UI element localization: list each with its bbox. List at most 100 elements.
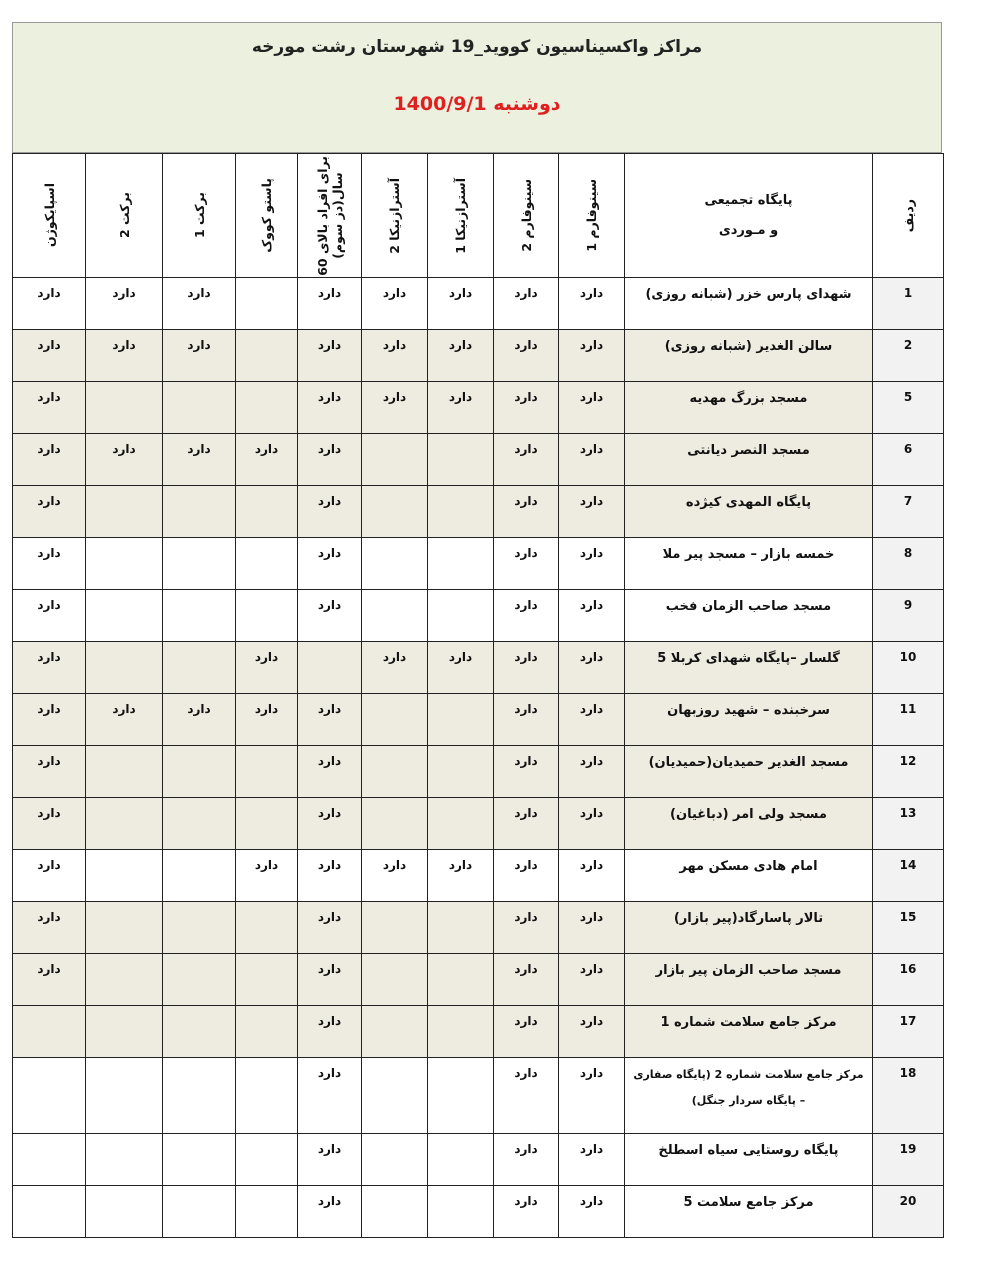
availability-cell: دارد (558, 433, 625, 486)
availability-cell (427, 745, 494, 798)
availability-cell (85, 1185, 163, 1238)
availability-cell: دارد (361, 381, 428, 434)
row-number: 18 (872, 1057, 944, 1134)
center-name: مسجد بزرگ مهدیه (624, 381, 873, 434)
document-title: مراکز واکسیناسیون کووید_19 شهرستان رشت م… (251, 37, 703, 57)
availability-cell: دارد (558, 329, 625, 382)
column-header: برکت 1 (162, 153, 236, 278)
row-number: 19 (872, 1133, 944, 1186)
availability-cell: دارد (162, 693, 236, 746)
availability-cell: دارد (558, 745, 625, 798)
availability-cell: دارد (12, 901, 86, 954)
table-row: 12 مسجد الغدیر حمیدیان(حمیدیان) دارد دارد دا… (12, 745, 944, 798)
availability-cell: دارد (361, 849, 428, 902)
availability-cell (235, 1057, 298, 1134)
header-row: ردیف پایگاه تجمیعی و مـوردی سینوفارم 1 سینو… (12, 153, 944, 278)
availability-cell (427, 589, 494, 642)
availability-cell: دارد (493, 641, 559, 694)
availability-cell: دارد (85, 277, 163, 330)
availability-cell: دارد (558, 1057, 625, 1134)
row-number: 14 (872, 849, 944, 902)
availability-cell (85, 849, 163, 902)
availability-cell (235, 901, 298, 954)
availability-cell (361, 1057, 428, 1134)
table-row: 17 مرکز جامع سلامت شماره 1 دارد دارد دارد (12, 1005, 944, 1058)
center-name: مسجد ولی امر (دباغیان) (624, 797, 873, 850)
availability-cell: دارد (12, 589, 86, 642)
column-header: آسترازنیکا 2 (361, 153, 428, 278)
availability-cell: دارد (235, 433, 298, 486)
availability-cell (427, 1005, 494, 1058)
center-name: مرکز جامع سلامت 5 (624, 1185, 873, 1238)
row-number: 15 (872, 901, 944, 954)
row-number: 7 (872, 485, 944, 538)
availability-cell (162, 589, 236, 642)
availability-cell (427, 485, 494, 538)
availability-cell (85, 537, 163, 590)
availability-cell (361, 1185, 428, 1238)
availability-cell (427, 901, 494, 954)
center-name: شهدای پارس خزر (شبانه روزی) (624, 277, 873, 330)
availability-cell: دارد (12, 953, 86, 1006)
row-number: 1 (872, 277, 944, 330)
availability-cell (235, 745, 298, 798)
availability-cell (162, 381, 236, 434)
availability-cell: دارد (558, 797, 625, 850)
availability-cell: دارد (558, 589, 625, 642)
table-row: 10 گلسار –پایگاه شهدای کربلا 5 دارد دارد دار… (12, 641, 944, 694)
availability-cell: دارد (493, 953, 559, 1006)
availability-cell (162, 641, 236, 694)
column-header: آسترازنیکا 1 (427, 153, 494, 278)
availability-cell: دارد (297, 797, 362, 850)
availability-cell (235, 277, 298, 330)
availability-cell (85, 485, 163, 538)
availability-cell: دارد (12, 329, 86, 382)
center-name: امام هادی مسکن مهر (624, 849, 873, 902)
availability-cell (162, 485, 236, 538)
availability-cell: دارد (361, 641, 428, 694)
table-row: 16 مسجد صاحب الزمان پیر بازار دارد دارد دارد… (12, 953, 944, 1006)
center-name: مرکز جامع سلامت شماره 1 (624, 1005, 873, 1058)
availability-cell (12, 1005, 86, 1058)
availability-cell (85, 901, 163, 954)
row-number: 10 (872, 641, 944, 694)
row-number: 5 (872, 381, 944, 434)
availability-cell (85, 1005, 163, 1058)
table-row: 5 مسجد بزرگ مهدیه دارد دارد دارد دارد دارد دارد (12, 381, 944, 434)
column-header-label: اسپایکوژن (41, 183, 57, 248)
availability-cell (162, 1133, 236, 1186)
availability-cell: دارد (85, 693, 163, 746)
availability-cell: دارد (427, 849, 494, 902)
availability-cell: دارد (85, 433, 163, 486)
column-header: اسپایکوژن (12, 153, 86, 278)
table-row: 13 مسجد ولی امر (دباغیان) دارد دارد دارد دارد (12, 797, 944, 850)
availability-cell: دارد (12, 381, 86, 434)
availability-cell: دارد (427, 641, 494, 694)
center-name: پایگاه روستایی سیاه اسطلخ (624, 1133, 873, 1186)
availability-cell: دارد (12, 485, 86, 538)
column-header: سینوفارم 2 (493, 153, 559, 278)
availability-cell: دارد (297, 745, 362, 798)
availability-cell (235, 953, 298, 1006)
availability-cell (162, 797, 236, 850)
table-row: 6 مسجد النصر دیانتی دارد دارد دارد دارد دارد دا… (12, 433, 944, 486)
availability-cell: دارد (235, 693, 298, 746)
availability-cell (12, 1057, 86, 1134)
availability-cell: دارد (297, 329, 362, 382)
availability-cell: دارد (493, 901, 559, 954)
availability-cell: دارد (558, 849, 625, 902)
column-header: برکت 2 (85, 153, 163, 278)
availability-cell (361, 537, 428, 590)
availability-cell: دارد (297, 849, 362, 902)
availability-cell: دارد (297, 381, 362, 434)
availability-cell: دارد (235, 849, 298, 902)
availability-cell (235, 329, 298, 382)
column-header: پایگاه تجمیعی و مـوردی (624, 153, 873, 278)
availability-cell: دارد (297, 1057, 362, 1134)
availability-cell: دارد (297, 433, 362, 486)
column-header-label: آسترازنیکا 2 (387, 177, 402, 254)
row-number: 8 (872, 537, 944, 590)
availability-cell: دارد (297, 901, 362, 954)
availability-cell (235, 589, 298, 642)
availability-cell (361, 589, 428, 642)
